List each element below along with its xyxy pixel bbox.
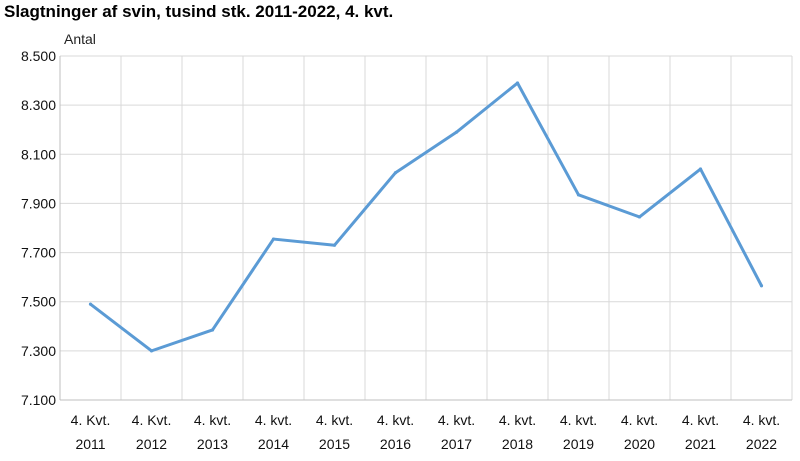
x-tick-label: 4. kvt. 2018	[499, 412, 536, 452]
data-point	[576, 193, 581, 197]
x-tick-label: 4. kvt. 2014	[255, 412, 292, 452]
y-tick-label: 7.900	[21, 195, 56, 211]
y-tick-label: 8.100	[21, 146, 56, 162]
y-tick-label: 8.500	[21, 48, 56, 64]
data-point	[88, 302, 93, 306]
data-point	[271, 237, 276, 241]
data-point	[637, 215, 642, 219]
y-tick-label: 7.100	[21, 392, 56, 408]
y-tick-label: 7.700	[21, 245, 56, 261]
series-line	[89, 81, 763, 353]
chart-title: Slagtninger af svin, tusind stk. 2011-20…	[4, 2, 394, 21]
x-tick-label: 4. Kvt. 2011	[71, 412, 111, 452]
x-tick-label: 4. kvt. 2017	[438, 412, 475, 452]
data-point	[454, 130, 459, 134]
y-tick-label: 7.300	[21, 343, 56, 359]
axes	[59, 56, 792, 401]
x-tick-label: 4. kvt. 2021	[682, 412, 719, 452]
x-tick-label: 4. kvt. 2020	[621, 412, 658, 452]
data-point	[332, 243, 337, 247]
x-tick-label: 4. kvt. 2019	[560, 412, 597, 452]
y-tick-labels: 7.100 7.300 7.500 7.700 7.900 8.100 8.300 8.500	[21, 48, 56, 408]
data-point	[149, 349, 154, 353]
y-tick-label: 8.300	[21, 97, 56, 113]
x-tick-label: 4. Kvt. 2012	[132, 412, 172, 452]
data-point	[698, 167, 703, 171]
data-point	[210, 328, 215, 332]
series-layer	[88, 81, 764, 353]
x-tick-label: 4. kvt. 2013	[194, 412, 231, 452]
y-tick-label: 7.500	[21, 294, 56, 310]
data-point	[759, 284, 764, 288]
x-tick-labels: 4. Kvt. 2011 4. Kvt. 2012 4. kvt. 2013 4. kvt.…	[71, 412, 781, 452]
data-point	[393, 171, 398, 175]
y-axis-label: Antal	[64, 31, 96, 47]
grid-lines	[60, 55, 793, 400]
x-tick-label: 4. kvt. 2016	[377, 412, 414, 452]
data-point	[515, 81, 520, 85]
x-tick-label: 4. kvt. 2015	[316, 412, 353, 452]
x-tick-label: 4. kvt. 2022	[743, 412, 780, 452]
